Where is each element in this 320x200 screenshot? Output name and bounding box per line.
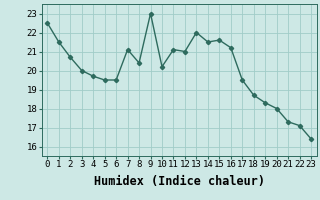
X-axis label: Humidex (Indice chaleur): Humidex (Indice chaleur) [94, 175, 265, 188]
